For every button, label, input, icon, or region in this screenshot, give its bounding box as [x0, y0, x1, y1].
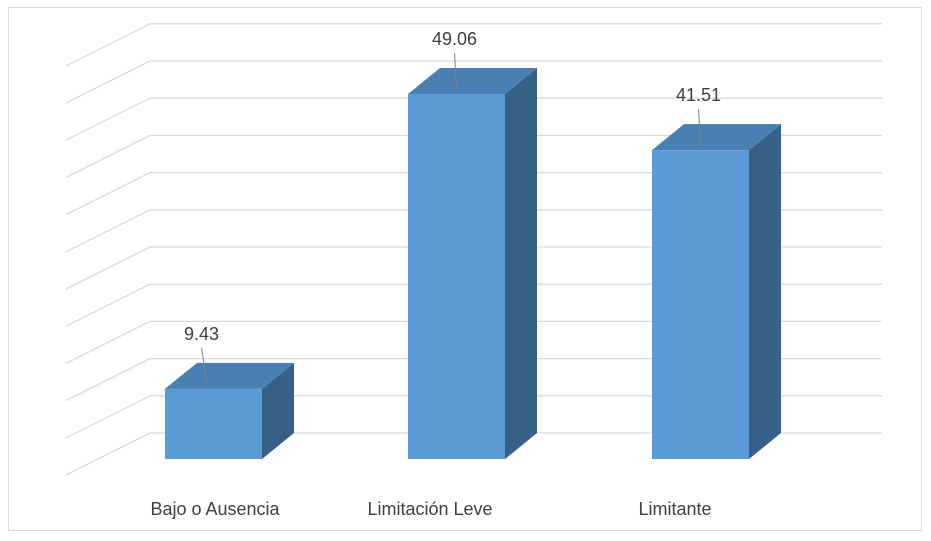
bar-front: [165, 388, 262, 459]
gridline-depth: [65, 320, 151, 364]
data-label: 9.43: [184, 324, 219, 344]
gridline-depth: [65, 432, 151, 476]
category-label: Limitación Leve: [367, 499, 492, 519]
gridline-depth: [65, 172, 151, 216]
gridline-depth: [65, 97, 151, 141]
bar-side: [505, 67, 537, 460]
gridline-depth: [65, 395, 151, 439]
data-label: 41.51: [676, 85, 721, 105]
bar: [408, 67, 537, 460]
data-label-leader: [201, 347, 208, 386]
category-label: Limitante: [638, 499, 711, 519]
bar-side: [262, 362, 294, 459]
gridline-depth: [65, 246, 151, 290]
bar-front: [652, 150, 749, 460]
data-label: 49.06: [432, 29, 477, 49]
bar-top: [652, 124, 781, 151]
gridline-depth: [65, 283, 151, 327]
bar: [652, 124, 781, 460]
bar-top: [408, 67, 537, 94]
bar-side: [749, 124, 781, 460]
bars: [165, 67, 781, 460]
gridline-depth: [65, 60, 151, 104]
bar: [165, 362, 294, 459]
gridline-depth: [65, 23, 151, 67]
gridline-depth: [65, 134, 151, 178]
gridline-depth: [65, 358, 151, 402]
data-label-leader: [698, 109, 701, 146]
gridline-depth: [65, 209, 151, 253]
data-labels: 9.43 49.06 41.51: [184, 29, 721, 386]
category-label: Bajo o Ausencia: [150, 499, 280, 519]
data-label-leader: [454, 52, 457, 90]
bar-top: [165, 362, 294, 389]
bar-front: [408, 93, 505, 460]
category-labels: Bajo o Ausencia Limitación Leve Limitante: [150, 499, 711, 519]
